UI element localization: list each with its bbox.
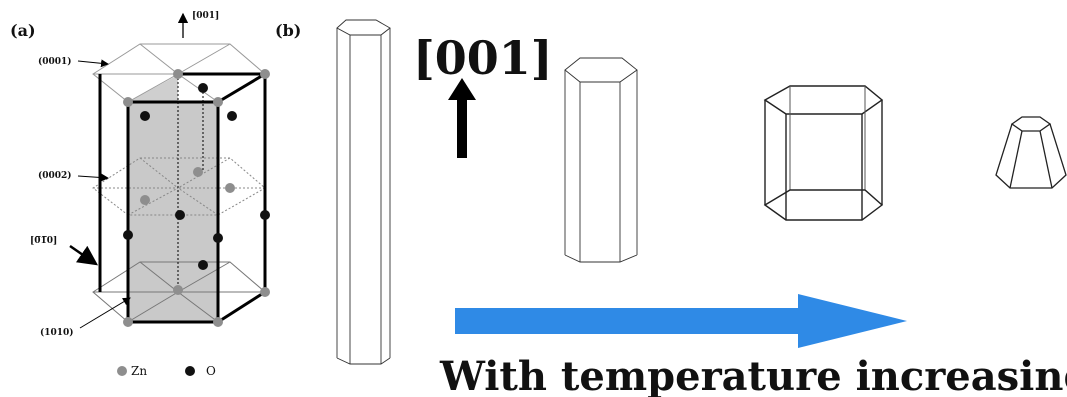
o-legend-label: O <box>206 364 216 378</box>
direction-label: [001] <box>192 11 219 21</box>
nanorod-tall <box>336 19 391 365</box>
direction-arrow-shaft <box>457 98 467 158</box>
nanorod-medium <box>564 57 638 263</box>
plane-label-0002: (0002) <box>38 170 72 181</box>
o-atoms <box>123 83 270 270</box>
plane-label-1010: (1010) <box>40 327 74 338</box>
temperature-arrow <box>455 294 907 348</box>
prism-edges <box>98 72 267 324</box>
shaded-plane-front <box>128 102 218 322</box>
direction-label-large: [001] <box>413 31 553 85</box>
panel-b: (b) [001] <box>275 19 1067 397</box>
nanodisk-prism <box>763 85 884 221</box>
zn-legend-label: Zn <box>131 364 147 378</box>
middle-hexagon <box>92 157 266 216</box>
zn-legend-marker <box>117 366 127 376</box>
legend: Zn O <box>117 364 216 378</box>
panel-a-label: (a) <box>10 21 36 40</box>
caption: With temperature increasing <box>439 353 1067 397</box>
plane-label-0001: (0001) <box>38 56 72 67</box>
o-legend-marker <box>185 366 195 376</box>
panel-b-label: (b) <box>275 21 301 40</box>
panel-a: (a) [001] <box>10 11 270 378</box>
direction-label-0-10: [0̅1̅0] <box>30 236 57 246</box>
nanocone <box>995 116 1067 189</box>
zn-atoms <box>123 69 270 327</box>
direction-arrow-head <box>448 78 476 100</box>
